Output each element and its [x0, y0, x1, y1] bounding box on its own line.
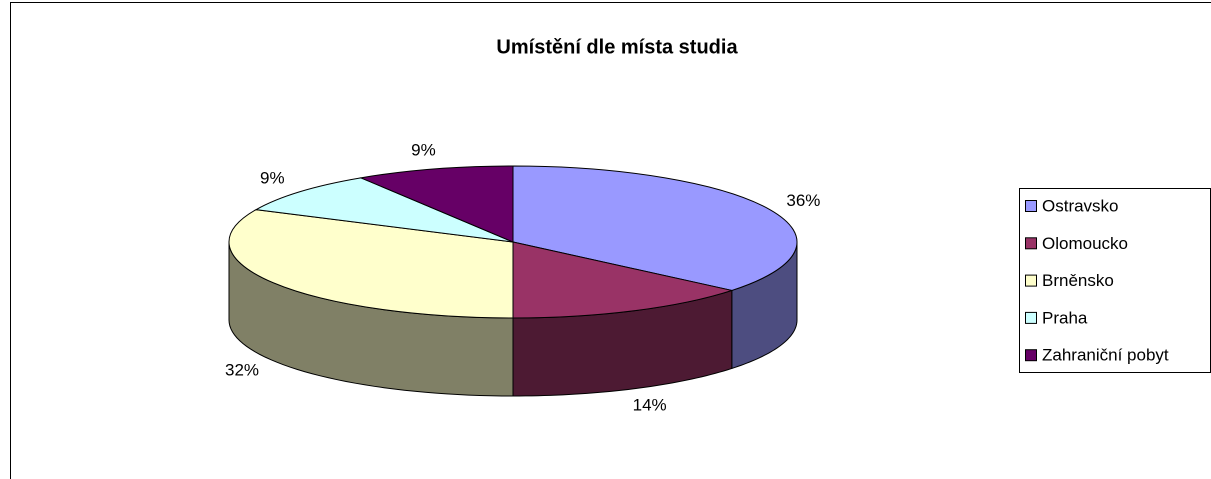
- legend-swatch: [1025, 311, 1037, 324]
- data-label: 14%: [633, 395, 667, 414]
- legend-box: [1019, 188, 1211, 373]
- legend-swatch: [1025, 274, 1037, 287]
- pie-slice: [359, 165, 514, 243]
- legend-label: Brněnsko: [1042, 271, 1114, 290]
- data-label: 9%: [260, 169, 285, 188]
- chart-title: Umístění dle místa studia: [496, 36, 738, 58]
- legend-label: Olomoucko: [1042, 234, 1128, 253]
- data-label: 32%: [225, 360, 259, 379]
- pie-slice: [254, 177, 514, 243]
- legend-label: Zahraniční pobyt: [1042, 346, 1169, 365]
- legend-swatch: [1025, 237, 1037, 250]
- data-label: 36%: [786, 191, 820, 210]
- pie-slice: [512, 241, 734, 319]
- pie-slice: [512, 165, 798, 291]
- legend-swatch: [1025, 349, 1037, 362]
- legend-swatch: [1025, 200, 1037, 212]
- data-label: 9%: [411, 140, 436, 159]
- pie-slice: [228, 209, 514, 319]
- legend-label: Ostravsko: [1042, 196, 1119, 215]
- legend-label: Praha: [1042, 308, 1088, 327]
